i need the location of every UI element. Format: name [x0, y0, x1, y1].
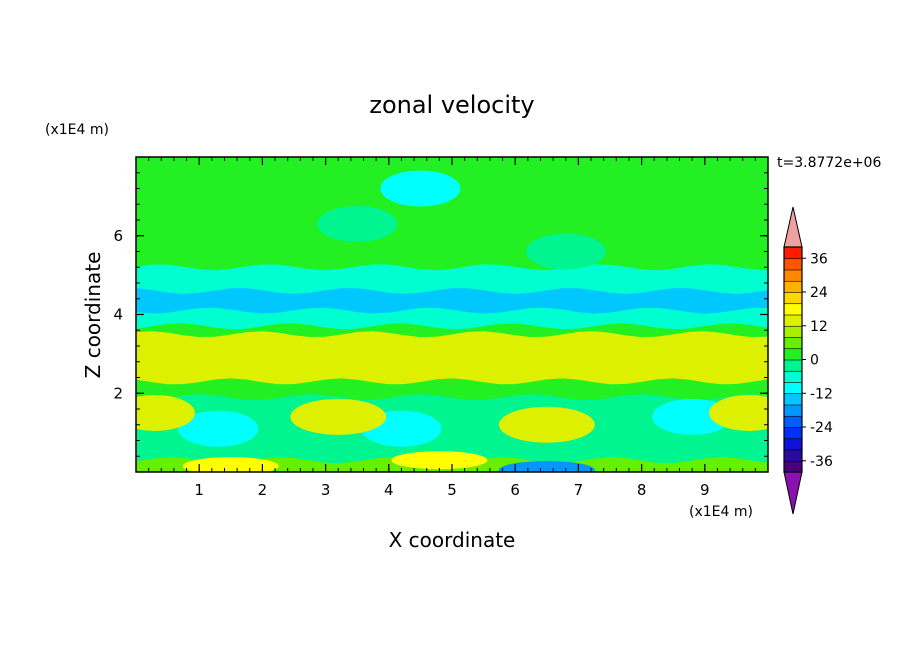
colorbar-tick-label: 24 [810, 285, 828, 301]
y-ticks: 2 4 6 [113, 227, 768, 402]
colorbar-bin [783, 257, 803, 271]
colorbar-over-arrow [783, 206, 803, 248]
x-tick-label: 9 [700, 481, 710, 499]
x-ticks: 1 2 3 4 5 6 7 8 9 [194, 157, 710, 499]
colorbar-bin [783, 449, 803, 462]
contour-feature [498, 406, 595, 443]
contour-feature [136, 394, 195, 431]
x-tick-label: 7 [574, 481, 584, 499]
chart-title: zonal velocity [369, 91, 534, 119]
colorbar-bin [783, 392, 803, 406]
y-tick-label: 6 [113, 227, 123, 245]
contour-feature [178, 410, 259, 447]
colorbar-bin [783, 280, 803, 293]
contour-layer [136, 264, 768, 295]
colorbar-tick-label: 0 [810, 353, 819, 369]
colorbar: 36 24 12 0 -12 -24 -36 [783, 206, 833, 515]
colorbar-tick-label: -24 [810, 420, 833, 436]
y-unit-label: (x1E4 m) [45, 122, 109, 138]
y-tick-label: 4 [113, 306, 123, 324]
colorbar-bin [783, 426, 803, 440]
colorbar-bin [783, 460, 803, 473]
colorbar-bin [783, 347, 803, 361]
colorbar-tick-label: 12 [810, 319, 828, 335]
colorbar-tick-label: 36 [810, 251, 828, 267]
x-tick-label: 5 [447, 481, 457, 499]
time-label: t=3.8772e+06 [777, 155, 881, 171]
colorbar-bin [783, 381, 803, 395]
x-tick-label: 6 [510, 481, 520, 499]
contour-feature [525, 233, 606, 270]
colorbar-bin [783, 404, 803, 417]
contour-feature [391, 451, 488, 470]
colorbar-bin [783, 314, 803, 327]
colorbar-bin [783, 302, 803, 316]
x-tick-label: 8 [637, 481, 647, 499]
x-tick-label: 1 [194, 481, 204, 499]
contour-layer [136, 378, 768, 401]
colorbar-bin [783, 370, 803, 383]
colorbar-bin [783, 336, 803, 350]
x-unit-label: (x1E4 m) [689, 504, 753, 520]
colorbar-bin [783, 269, 803, 282]
contour-layer [136, 288, 768, 315]
contour-layer [136, 307, 768, 331]
x-axis-label: X coordinate [389, 528, 516, 552]
colorbar-bin [783, 359, 803, 372]
x-tick-label: 3 [321, 481, 331, 499]
colorbar-bin [783, 246, 803, 260]
contour-layer [136, 323, 768, 339]
colorbar-bin [783, 437, 803, 451]
x-tick-label: 4 [384, 481, 394, 499]
contour-layer [136, 193, 768, 272]
x-tick-label: 2 [258, 481, 268, 499]
colorbar-tick-label: -36 [810, 454, 833, 470]
colorbar-bin [783, 415, 803, 428]
colorbar-bin [783, 325, 803, 338]
contour-feature [380, 170, 461, 207]
contour-feature [290, 398, 387, 435]
y-tick-label: 2 [113, 384, 123, 402]
colorbar-bin [783, 291, 803, 305]
contour-feature [498, 461, 595, 472]
contour-feature [182, 457, 279, 472]
colorbar-tick-label: -12 [810, 386, 833, 402]
contour-field [136, 157, 768, 472]
contour-feature [317, 205, 398, 242]
contour-layer [136, 331, 768, 386]
colorbar-under-arrow [783, 471, 803, 515]
contour-feature [709, 394, 768, 431]
y-axis-label: Z coordinate [81, 252, 105, 379]
